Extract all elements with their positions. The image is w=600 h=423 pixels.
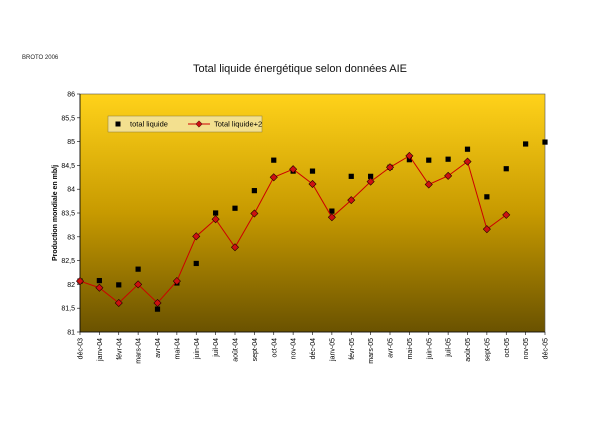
x-tick-label: sept-05 — [484, 338, 491, 361]
x-tick-label: mars-04 — [136, 338, 143, 364]
x-tick-label: juin-04 — [194, 338, 201, 360]
y-tick-label: 85 — [67, 139, 75, 146]
y-tick-label: 85,5 — [61, 115, 75, 122]
y-tick-label: 83 — [67, 234, 75, 241]
data-point-total-liquide-plus-2 — [95, 283, 104, 292]
x-tick-label: avr-05 — [388, 338, 395, 358]
x-tick-label: févr-05 — [349, 338, 356, 360]
y-tick-label: 84,5 — [61, 163, 75, 170]
data-point-total-liquide-plus-2 — [482, 225, 491, 234]
data-point-total-liquide — [523, 141, 529, 147]
x-tick-label: mai-04 — [174, 338, 181, 360]
data-point-total-liquide-plus-2 — [134, 280, 143, 289]
data-point-total-liquide — [348, 173, 354, 179]
x-tick-label: oct-04 — [271, 338, 278, 358]
data-point-total-liquide-plus-2 — [424, 180, 433, 189]
data-point-total-liquide-plus-2 — [250, 209, 259, 218]
chart-title: Total liquide énergétique selon données … — [192, 63, 408, 75]
data-point-total-liquide-plus-2 — [347, 196, 356, 205]
data-point-total-liquide-plus-2 — [211, 215, 220, 224]
data-point-total-liquide — [542, 139, 548, 145]
data-point-total-liquide-plus-2 — [269, 173, 278, 182]
x-tick-label: août-05 — [465, 338, 472, 362]
x-tick-label: mars-05 — [368, 338, 375, 364]
data-point-total-liquide — [484, 194, 490, 200]
data-point-total-liquide-plus-2 — [366, 177, 375, 186]
data-point-total-liquide-plus-2 — [327, 213, 336, 222]
data-point-total-liquide — [503, 166, 509, 172]
data-point-total-liquide — [232, 205, 238, 211]
legend-label-total-liquide: total liquide — [130, 120, 168, 129]
data-point-total-liquide-plus-2 — [75, 277, 85, 286]
x-tick-label: août-04 — [233, 338, 240, 362]
x-tick-label: déc-03 — [78, 338, 85, 360]
data-point-total-liquide-plus-2 — [405, 151, 414, 160]
x-tick-label: juin-05 — [426, 338, 433, 360]
data-point-total-liquide — [426, 157, 432, 163]
y-tick-label: 83,5 — [61, 211, 75, 218]
data-point-total-liquide — [368, 173, 374, 179]
data-point-total-liquide — [193, 260, 199, 267]
x-tick-label: juil-05 — [446, 338, 453, 358]
data-point-total-liquide — [309, 168, 316, 174]
data-point-total-liquide-plus-2 — [172, 277, 181, 286]
author-credit: BROTO 2006 — [22, 55, 59, 61]
data-point-total-liquide-plus-2 — [308, 179, 317, 188]
data-point-total-liquide — [251, 188, 257, 194]
y-tick-label: 82,5 — [61, 258, 75, 265]
data-point-total-liquide — [135, 266, 141, 272]
legend-marker-total-liquide — [115, 121, 121, 127]
data-point-total-liquide — [445, 156, 451, 162]
data-point-total-liquide-plus-2 — [289, 165, 298, 174]
y-tick-label: 84 — [67, 187, 75, 194]
legend-box — [107, 115, 263, 133]
legend-label-total-liquide-plus-2: Total liquide+2 — [214, 120, 262, 129]
x-tick-label: déc-05 — [543, 338, 550, 360]
x-tick-label: mai-05 — [407, 338, 414, 360]
y-tick-label: 82 — [67, 282, 75, 289]
x-tick-label: nov-04 — [291, 338, 298, 360]
y-tick-label: 81 — [67, 330, 75, 337]
data-point-total-liquide — [116, 282, 122, 288]
x-tick-label: oct-05 — [504, 338, 511, 358]
data-point-total-liquide — [154, 306, 161, 312]
data-point-total-liquide — [271, 157, 277, 163]
data-point-total-liquide — [96, 277, 102, 284]
x-tick-label: janv-04 — [97, 338, 104, 362]
x-tick-label: janv-05 — [329, 338, 336, 362]
x-tick-label: sept-04 — [252, 338, 259, 361]
x-tick-label: nov-05 — [523, 338, 530, 360]
data-point-total-liquide-plus-2 — [463, 157, 472, 166]
data-point-total-liquide-plus-2 — [114, 298, 123, 307]
data-point-total-liquide-plus-2 — [444, 171, 453, 180]
data-point-total-liquide — [464, 146, 471, 152]
data-point-total-liquide-plus-2 — [153, 298, 162, 307]
data-point-total-liquide-plus-2 — [230, 243, 240, 252]
data-point-total-liquide — [213, 210, 219, 216]
data-point-total-liquide-plus-2 — [385, 163, 395, 172]
y-axis-label: Production mondiale en mb/j — [52, 165, 59, 261]
x-tick-label: avr-04 — [155, 338, 162, 358]
x-tick-label: déc-04 — [310, 338, 317, 360]
legend-marker-total-liquide-plus-2 — [195, 120, 203, 128]
x-tick-label: juil-04 — [213, 338, 220, 358]
y-tick-label: 81,5 — [61, 306, 75, 313]
data-point-total-liquide — [329, 208, 335, 214]
data-point-total-liquide-plus-2 — [502, 210, 511, 219]
data-point-total-liquide-plus-2 — [192, 232, 201, 241]
x-tick-label: févr-04 — [116, 338, 123, 360]
y-tick-label: 86 — [67, 92, 75, 99]
